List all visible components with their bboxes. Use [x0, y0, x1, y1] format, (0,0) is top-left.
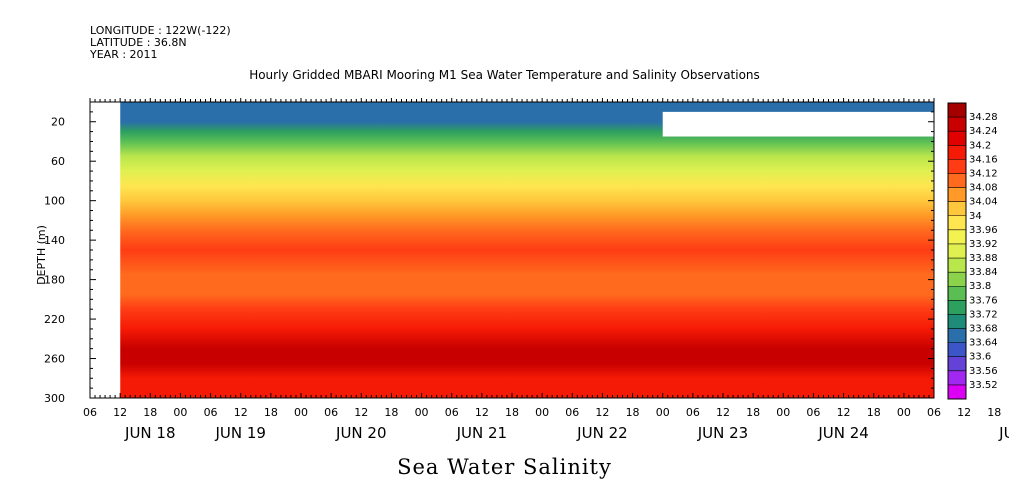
x-hour-tick-label: 00 [294, 406, 308, 419]
colorbar-swatch [948, 201, 966, 217]
colorbar-swatch [948, 314, 966, 330]
colorbar-swatch [948, 215, 966, 231]
colorbar-swatch [948, 370, 966, 386]
x-day-label: JUN 22 [576, 424, 627, 442]
colorbar-label: 34.04 [969, 197, 998, 208]
x-hour-tick-label: 00 [535, 406, 549, 419]
chart-title: Hourly Gridded MBARI Mooring M1 Sea Wate… [249, 68, 760, 82]
x-hour-tick-label: 06 [204, 406, 218, 419]
y-tick-label: 20 [51, 116, 65, 129]
x-hour-tick-label: 18 [867, 406, 881, 419]
x-hour-tick-label: 18 [626, 406, 640, 419]
x-hour-tick-label: 12 [957, 406, 971, 419]
colorbar-swatch [948, 356, 966, 372]
missing-data-region [90, 102, 121, 398]
x-hour-tick-label: 06 [806, 406, 820, 419]
x-hour-tick-label: 00 [897, 406, 911, 419]
x-hour-tick-label: 18 [143, 406, 157, 419]
x-day-label: JUN 24 [817, 424, 868, 442]
colorbar-label: 34.16 [969, 154, 998, 165]
colorbar-label: 33.92 [969, 239, 998, 250]
y-axis-label: DEPTH (m) [35, 225, 48, 285]
y-tick-label: 100 [44, 195, 65, 208]
y-tick-label: 300 [44, 392, 65, 405]
colorbar-swatch [948, 258, 966, 273]
x-hour-tick-label: 18 [987, 406, 1001, 419]
colorbar-swatch [948, 286, 966, 301]
x-hour-tick-label: 06 [445, 406, 459, 419]
colorbar-label: 34.28 [969, 112, 998, 123]
colorbar-label: 34.2 [969, 140, 991, 151]
colorbar-swatch [948, 243, 966, 259]
x-hour-tick-label: 00 [776, 406, 790, 419]
year-label: YEAR : 2011 [90, 48, 158, 61]
y-tick-label: 260 [44, 353, 65, 366]
x-hour-tick-label: 06 [927, 406, 941, 419]
y-tick-label: 60 [51, 155, 65, 168]
x-hour-tick-label: 06 [83, 406, 97, 419]
colorbar-swatch [948, 103, 966, 118]
colorbar-swatch [948, 187, 966, 203]
y-tick-label: 180 [44, 274, 65, 287]
colorbar-swatch [948, 159, 966, 174]
x-hour-tick-label: 12 [475, 406, 489, 419]
colorbar-swatch [948, 229, 966, 245]
colorbar-label: 33.72 [969, 309, 998, 320]
colorbar-swatch [948, 342, 966, 358]
colorbar-label: 33.68 [969, 324, 998, 335]
colorbar-label: 33.88 [969, 253, 998, 264]
colorbar-label: 34.24 [969, 126, 998, 137]
colorbar-label: 33.6 [969, 352, 991, 363]
x-hour-tick-label: 18 [384, 406, 398, 419]
x-hour-tick-label: 12 [234, 406, 248, 419]
colorbar-label: 33.52 [969, 380, 998, 391]
x-hour-tick-label: 12 [595, 406, 609, 419]
x-hour-tick-label: 00 [656, 406, 670, 419]
colorbar-swatch [948, 145, 966, 160]
colorbar-swatch [948, 300, 966, 315]
colorbar-label: 33.64 [969, 338, 998, 349]
colorbar-swatch [948, 173, 966, 189]
x-hour-tick-label: 00 [173, 406, 187, 419]
x-day-label: JUN 20 [335, 424, 386, 442]
x-day-label: JUN 21 [456, 424, 507, 442]
colorbar-swatch [948, 117, 966, 132]
y-tick-label: 140 [44, 234, 65, 247]
x-hour-tick-label: 18 [746, 406, 760, 419]
x-hour-tick-label: 00 [415, 406, 429, 419]
chart-caption: Sea Water Salinity [397, 455, 612, 479]
colorbar-label: 34.08 [969, 183, 998, 194]
colorbar-swatch [948, 131, 966, 146]
colorbar-label: 33.76 [969, 295, 998, 306]
x-hour-tick-label: 06 [686, 406, 700, 419]
x-hour-tick-label: 12 [716, 406, 730, 419]
longitude-label: LONGITUDE : 122W(-122) [90, 24, 231, 37]
x-day-label: JUN 23 [697, 424, 748, 442]
x-hour-tick-label: 06 [565, 406, 579, 419]
y-tick-label: 220 [44, 313, 65, 326]
colorbar-label: 34.12 [969, 168, 998, 179]
x-day-label: JUN 25 [998, 424, 1009, 442]
x-day-label: JUN 19 [214, 424, 265, 442]
colorbar-frame [947, 102, 967, 400]
colorbar-swatch [948, 328, 966, 344]
salinity-field [120, 102, 934, 398]
colorbar-label: 33.96 [969, 225, 998, 236]
latitude-label: LATITUDE : 36.8N [90, 36, 187, 49]
colorbar-swatch [948, 384, 966, 400]
colorbar-label: 33.8 [969, 281, 991, 292]
x-hour-tick-label: 12 [113, 406, 127, 419]
x-hour-tick-label: 18 [264, 406, 278, 419]
colorbar-swatch [948, 272, 966, 287]
colorbar-label: 33.84 [969, 267, 998, 278]
colorbar-label: 33.56 [969, 366, 998, 377]
missing-data-region [662, 111, 934, 137]
x-hour-tick-label: 12 [837, 406, 851, 419]
colorbar-label: 34 [969, 211, 982, 222]
x-hour-tick-label: 18 [505, 406, 519, 419]
x-day-label: JUN 18 [124, 424, 175, 442]
x-hour-tick-label: 12 [354, 406, 368, 419]
x-hour-tick-label: 06 [324, 406, 338, 419]
